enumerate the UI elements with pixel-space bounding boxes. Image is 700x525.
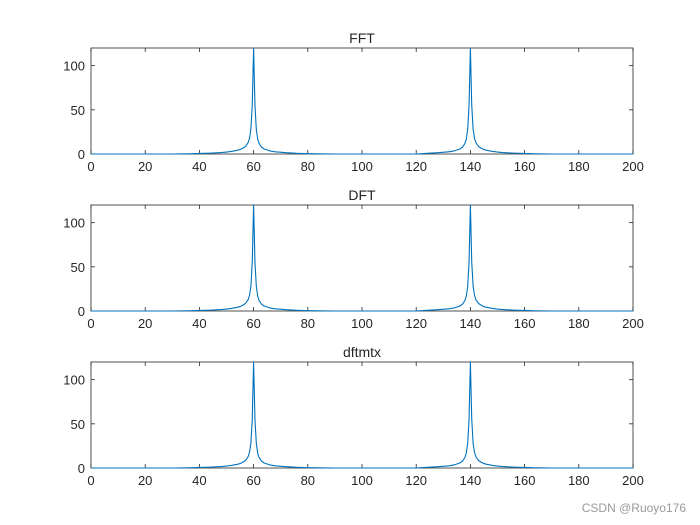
subplot-2: DFT 0 20 40 60 80 100 120 140 160 180 200 0 50 100 bbox=[63, 187, 644, 331]
series-line-1 bbox=[91, 204, 633, 312]
x-tick-label: 80 bbox=[301, 473, 315, 488]
y-tick-label: 0 bbox=[78, 304, 85, 319]
x-tick-label: 160 bbox=[514, 316, 536, 331]
subplot-title: dftmtx bbox=[343, 344, 381, 360]
x-tick-label: 100 bbox=[351, 316, 373, 331]
x-tick-label: 80 bbox=[301, 159, 315, 174]
axes-box bbox=[90, 361, 634, 469]
x-tick-label: 20 bbox=[138, 473, 152, 488]
series-line-1 bbox=[91, 47, 633, 155]
x-tick-label: 0 bbox=[87, 159, 94, 174]
x-tick-label: 180 bbox=[568, 316, 590, 331]
axes-box bbox=[90, 47, 634, 155]
series-line-1 bbox=[91, 361, 633, 469]
subplot-title: FFT bbox=[349, 30, 375, 46]
subplot-title: DFT bbox=[348, 187, 376, 203]
x-tick-label: 0 bbox=[87, 473, 94, 488]
x-tick-label: 140 bbox=[460, 159, 482, 174]
x-tick-label: 100 bbox=[351, 473, 373, 488]
x-tick-label: 40 bbox=[192, 159, 206, 174]
y-tick-label: 50 bbox=[71, 260, 85, 275]
x-tick-label: 200 bbox=[622, 316, 644, 331]
x-tick-label: 180 bbox=[568, 159, 590, 174]
x-tick-label: 100 bbox=[351, 159, 373, 174]
x-tick-label: 120 bbox=[405, 316, 427, 331]
x-tick-label: 140 bbox=[460, 316, 482, 331]
x-tick-label: 60 bbox=[246, 316, 260, 331]
axes-box bbox=[90, 204, 634, 312]
x-tick-label: 180 bbox=[568, 473, 590, 488]
x-tick-label: 20 bbox=[138, 159, 152, 174]
y-tick-label: 100 bbox=[63, 216, 85, 231]
x-tick-label: 0 bbox=[87, 316, 94, 331]
y-tick-label: 50 bbox=[71, 417, 85, 432]
x-tick-label: 160 bbox=[514, 473, 536, 488]
x-tick-label: 40 bbox=[192, 316, 206, 331]
y-tick-label: 100 bbox=[63, 59, 85, 74]
x-tick-label: 20 bbox=[138, 316, 152, 331]
subplot-3: dftmtx 0 20 40 60 80 100 120 140 160 180 200 0 50 100 bbox=[63, 344, 644, 488]
y-tick-label: 100 bbox=[63, 373, 85, 388]
x-tick-label: 200 bbox=[622, 473, 644, 488]
watermark: CSDN @Ruoyo176 bbox=[581, 501, 686, 515]
x-tick-label: 80 bbox=[301, 316, 315, 331]
y-tick-label: 0 bbox=[78, 461, 85, 476]
x-tick-label: 120 bbox=[405, 159, 427, 174]
x-tick-label: 140 bbox=[460, 473, 482, 488]
y-tick-label: 50 bbox=[71, 103, 85, 118]
x-tick-label: 200 bbox=[622, 159, 644, 174]
x-tick-label: 60 bbox=[246, 159, 260, 174]
x-tick-label: 60 bbox=[246, 473, 260, 488]
x-tick-label: 160 bbox=[514, 159, 536, 174]
subplot-1: FFT 0 20 40 60 80 100 120 140 160 180 200 0 50 100 bbox=[63, 30, 644, 174]
x-tick-label: 40 bbox=[192, 473, 206, 488]
x-tick-label: 120 bbox=[405, 473, 427, 488]
y-tick-label: 0 bbox=[78, 147, 85, 162]
